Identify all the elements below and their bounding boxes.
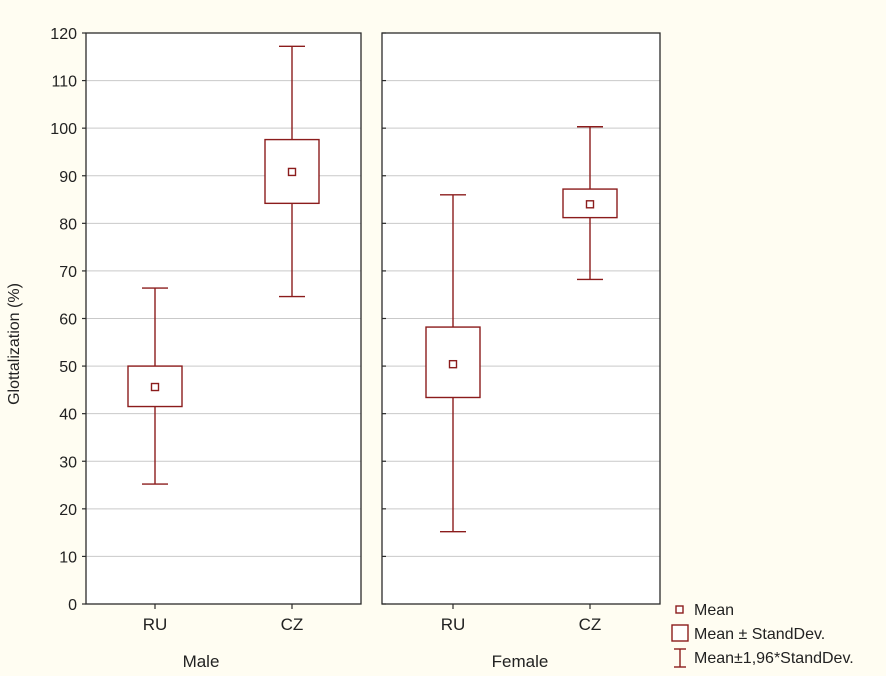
legend-item-box: Mean ± StandDev. <box>671 624 825 643</box>
y-tick-label: 0 <box>68 597 77 614</box>
legend-label: Mean <box>694 602 734 619</box>
y-tick-label: 100 <box>50 121 77 138</box>
legend-box-marker <box>671 624 689 642</box>
y-tick-label: 30 <box>59 454 77 471</box>
y-tick-label: 80 <box>59 216 77 233</box>
y-tick-label: 110 <box>51 74 77 91</box>
panel-label: Female <box>492 652 549 671</box>
box-male-ru: RU <box>127 287 183 634</box>
category-label: RU <box>143 615 168 634</box>
category-label: CZ <box>281 615 304 634</box>
mean-marker <box>287 167 297 177</box>
y-tick-label: 40 <box>59 407 77 424</box>
mean-marker <box>448 359 458 369</box>
legend: Mean Mean ± StandDev. Mean±1,96*StandDev. <box>671 602 854 668</box>
y-tick-label: 20 <box>59 502 77 519</box>
y-tick-label: 50 <box>59 359 77 376</box>
y-tick-label: 70 <box>59 264 77 281</box>
legend-label: Mean±1,96*StandDev. <box>694 650 854 667</box>
legend-item-whisker: Mean±1,96*StandDev. <box>674 648 854 668</box>
category-label: RU <box>441 615 466 634</box>
box-female-ru: RU <box>425 194 481 634</box>
legend-item-mean: Mean <box>675 602 734 619</box>
y-tick-label: 90 <box>59 169 77 186</box>
mean-marker <box>150 382 160 392</box>
axis-layer: Glottalization (%) 0 10 20 30 40 50 60 70 80 90 10… <box>6 26 77 614</box>
y-tick-label: 60 <box>59 312 77 329</box>
y-axis-label: Glottalization (%) <box>6 283 23 405</box>
category-label: CZ <box>579 615 602 634</box>
y-tick-label: 10 <box>59 549 77 566</box>
mean-marker <box>585 200 595 209</box>
y-tick-label: 120 <box>50 26 77 43</box>
panel-layer: RU CZ Male RU CZ Female <box>82 32 661 671</box>
legend-label: Mean ± StandDev. <box>694 626 825 643</box>
panel-male: RU CZ Male <box>82 32 362 671</box>
panel-female: RU CZ Female <box>381 32 661 671</box>
box-female-cz: CZ <box>562 126 618 634</box>
box-male-cz: CZ <box>264 45 320 634</box>
panel-label: Male <box>183 652 220 671</box>
legend-mean-marker <box>675 605 684 614</box>
